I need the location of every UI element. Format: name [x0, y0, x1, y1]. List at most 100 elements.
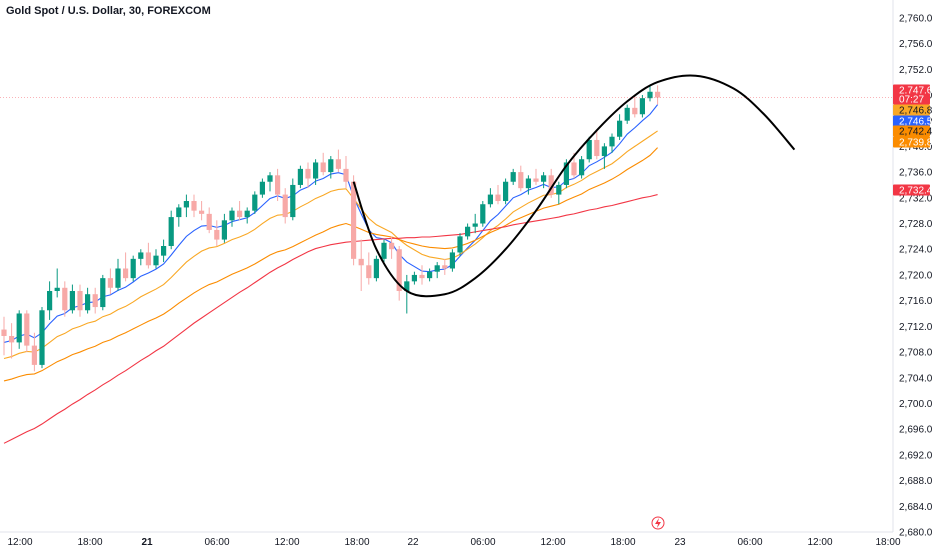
price-badge-label: 2,746.50: [899, 117, 932, 128]
candle-body: [525, 178, 531, 189]
candle-body: [632, 107, 638, 115]
candle-body: [305, 168, 311, 179]
candle-body: [404, 281, 410, 291]
price-badge-label: 2,732.48: [899, 186, 932, 197]
y-tick-label: 2,684.00: [899, 502, 932, 513]
lightning-icon: [655, 518, 661, 528]
y-tick-label: 2,688.00: [899, 476, 932, 487]
y-tick-label: 2,724.00: [899, 245, 932, 256]
candle-body: [563, 162, 569, 185]
candle-body: [335, 159, 341, 169]
candle-body: [161, 246, 167, 256]
candle-body: [244, 210, 250, 218]
candle-body: [252, 194, 258, 211]
candle-body: [487, 194, 493, 205]
x-tick-label: 12:00: [540, 537, 565, 548]
candle-body: [419, 274, 425, 279]
candle-body: [62, 287, 68, 311]
price-badge: [893, 93, 930, 105]
price-badge: [893, 115, 930, 127]
candle-body: [586, 139, 592, 160]
candle-body: [168, 217, 174, 247]
candle-body: [92, 294, 98, 308]
candle-body: [503, 181, 509, 202]
candle-body: [351, 181, 357, 259]
candle-body: [267, 175, 273, 182]
candle-body: [366, 265, 372, 279]
event-icon: [651, 516, 665, 530]
candle-body: [442, 265, 448, 269]
symbol-title: Gold Spot / U.S. Dollar, 30, FOREXCOM: [6, 5, 211, 17]
x-tick-label: 22: [407, 537, 419, 548]
candle-body: [138, 252, 144, 259]
candle-body: [47, 290, 53, 311]
y-tick-label: 2,752.00: [899, 65, 932, 76]
candle-body: [183, 201, 189, 208]
candle-body: [328, 159, 334, 173]
candle-body: [472, 223, 478, 227]
candle-body: [594, 139, 600, 157]
candle-body: [449, 252, 455, 269]
y-tick-label: 2,680.00: [899, 528, 932, 539]
candle-body: [510, 172, 516, 182]
chart-title: Gold Spot / U.S. Dollar, 30, FOREXCOM: [6, 5, 211, 17]
price-badge-label: 2,739.81: [899, 138, 932, 149]
price-badge-label: 07:27: [899, 95, 924, 106]
candle-body: [214, 229, 220, 240]
candle-body: [1, 329, 7, 336]
moving-average-line: [3, 147, 658, 382]
y-tick-label: 2,736.00: [899, 168, 932, 179]
candle-body: [320, 162, 326, 173]
y-tick-label: 2,760.00: [899, 13, 932, 24]
candle-body: [655, 91, 661, 98]
price-badge: [893, 84, 930, 96]
candle-body: [77, 290, 83, 311]
candle-body: [541, 175, 547, 182]
candle-body: [282, 194, 288, 218]
y-tick-label: 2,696.00: [899, 425, 932, 436]
candle-body: [601, 146, 607, 157]
candle-body: [427, 271, 433, 279]
candle-body: [16, 313, 22, 343]
candle-body: [396, 249, 402, 291]
candle-body: [480, 204, 486, 224]
candle-body: [107, 278, 113, 288]
x-tick-label: 18:00: [610, 537, 635, 548]
y-tick-label: 2,692.00: [899, 450, 932, 461]
price-badge-label: 2,746.85: [899, 106, 932, 117]
candle-body: [434, 265, 440, 272]
y-tick-label: 2,728.00: [899, 219, 932, 230]
x-tick-label: 06:00: [737, 537, 762, 548]
candle-body: [297, 168, 303, 185]
x-tick-label: 06:00: [470, 537, 495, 548]
x-tick-label: 12:00: [7, 537, 32, 548]
candle-body: [290, 184, 296, 218]
price-badge: [893, 136, 930, 148]
candle-body: [69, 290, 75, 311]
projection-curve: [352, 74, 796, 298]
candle-body: [533, 178, 539, 182]
candle-body: [123, 268, 129, 279]
x-tick-label: 18:00: [344, 537, 369, 548]
candle-body: [24, 313, 30, 346]
candle-body: [206, 213, 212, 230]
price-badge: [893, 184, 930, 196]
y-tick-label: 2,756.00: [899, 39, 932, 50]
candle-body: [465, 226, 471, 237]
x-tick-label: 12:00: [807, 537, 832, 548]
y-tick-label: 2,732.00: [899, 193, 932, 204]
y-tick-label: 2,708.00: [899, 348, 932, 359]
y-tick-label: 2,704.00: [899, 373, 932, 384]
x-tick-label: 18:00: [875, 537, 900, 548]
candle-body: [31, 345, 37, 365]
candle-body: [237, 210, 243, 218]
candle-body: [100, 278, 106, 308]
candle-body: [54, 287, 60, 291]
candle-body: [647, 91, 653, 99]
candle-body: [457, 236, 463, 253]
candle-body: [9, 335, 15, 343]
y-tick-label: 2,720.00: [899, 270, 932, 281]
candle-body: [624, 107, 630, 121]
candle-body: [571, 162, 577, 176]
